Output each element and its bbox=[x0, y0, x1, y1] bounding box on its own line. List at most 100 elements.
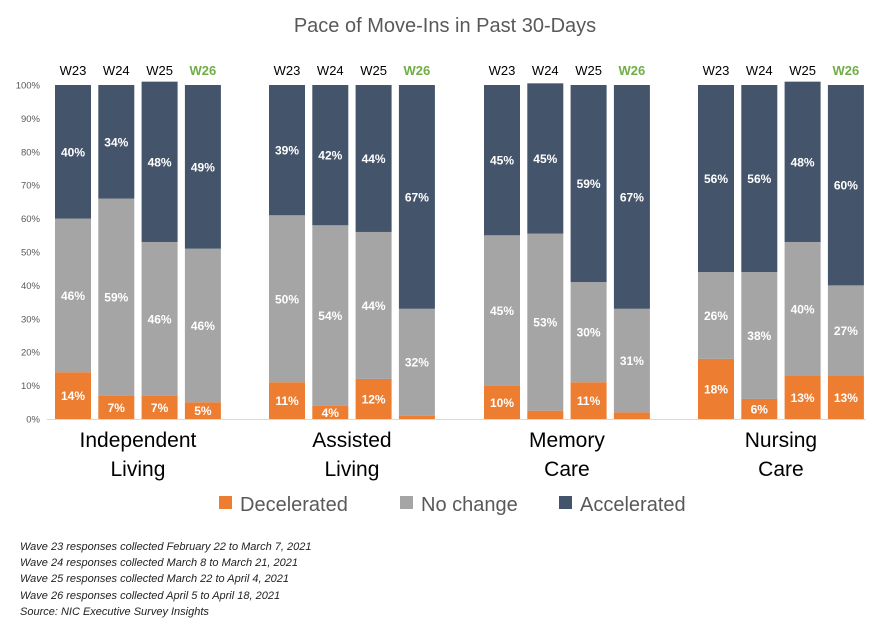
bar-segment-no-change bbox=[184, 248, 221, 403]
wave-label: W26 bbox=[619, 63, 646, 78]
category-label: Care bbox=[758, 458, 804, 481]
bar-segment-no-change bbox=[398, 308, 435, 416]
bar-segment-no-change bbox=[98, 198, 135, 396]
chart-title: Pace of Move-Ins in Past 30-Days bbox=[294, 15, 596, 37]
y-tick-label: 20% bbox=[21, 348, 41, 359]
data-label-decelerated: 7% bbox=[108, 401, 126, 415]
category-label: Care bbox=[544, 458, 590, 481]
bar-segment-decelerated bbox=[398, 415, 435, 419]
wave-label: W25 bbox=[575, 63, 602, 78]
y-tick-label: 50% bbox=[21, 248, 41, 259]
bar-segment-decelerated bbox=[784, 375, 821, 419]
bar-segment-no-change bbox=[784, 241, 821, 376]
y-tick-label: 30% bbox=[21, 314, 41, 325]
bar-segment-accelerated bbox=[398, 85, 435, 309]
data-label-decelerated: 12% bbox=[362, 392, 386, 406]
legend-label: Decelerated bbox=[240, 494, 348, 516]
wave-label: W25 bbox=[789, 63, 816, 78]
bar-segment-accelerated bbox=[827, 85, 864, 286]
bar-segment-decelerated bbox=[741, 398, 778, 419]
bar-segment-accelerated bbox=[55, 85, 91, 219]
legend-label: Accelerated bbox=[580, 494, 686, 516]
data-label-decelerated: 5% bbox=[194, 404, 212, 418]
wave-label: W24 bbox=[103, 63, 130, 78]
y-tick-label: 40% bbox=[21, 281, 41, 292]
bars-area: 14% 46% 40% 7% 59% 34% 7% 46% 48% 5% 46% 49% 11% 50% 3… bbox=[55, 81, 864, 420]
bar-segment-accelerated bbox=[312, 85, 349, 226]
bar-segment-no-change bbox=[827, 285, 864, 376]
bar-segment-no-change bbox=[355, 231, 392, 379]
wave-label: W25 bbox=[146, 63, 173, 78]
data-label-no-change: 27% bbox=[834, 324, 858, 338]
data-label-accelerated: 67% bbox=[405, 190, 429, 204]
bar-segment-accelerated bbox=[527, 83, 564, 234]
data-label-accelerated: 44% bbox=[362, 152, 386, 166]
category-label: Independent bbox=[80, 429, 197, 452]
data-label-decelerated: 10% bbox=[490, 396, 514, 410]
wave-label: W24 bbox=[532, 63, 559, 78]
data-label-no-change: 46% bbox=[148, 312, 172, 326]
data-label-no-change: 26% bbox=[704, 309, 728, 323]
bar-segment-no-change bbox=[484, 235, 520, 386]
footnote-wave-24: Wave 24 responses collected March 8 to M… bbox=[20, 557, 299, 570]
bar-segment-no-change bbox=[312, 225, 349, 406]
y-tick-label: 80% bbox=[21, 147, 41, 158]
data-label-decelerated: 14% bbox=[61, 389, 85, 403]
wave-label: W24 bbox=[317, 63, 344, 78]
wave-labels: W23 W24 W25 W26 W23 W24 W25 W26 W23 W24 W25 W26 W23 W… bbox=[60, 63, 860, 78]
bar-segment-accelerated bbox=[784, 81, 821, 242]
data-label-no-change: 50% bbox=[275, 292, 299, 306]
bar-segment-accelerated bbox=[269, 85, 305, 216]
y-tick-label: 10% bbox=[21, 381, 41, 392]
bar-segment-decelerated bbox=[55, 372, 91, 419]
bar-segment-decelerated bbox=[484, 385, 520, 419]
data-label-no-change: 44% bbox=[362, 299, 386, 313]
category-label: Nursing bbox=[745, 429, 817, 452]
data-label-accelerated: 59% bbox=[577, 177, 601, 191]
wave-label: W26 bbox=[190, 63, 217, 78]
y-tick-label: 0% bbox=[26, 415, 40, 426]
data-label-no-change: 45% bbox=[490, 304, 514, 318]
bar-segment-decelerated bbox=[184, 402, 221, 419]
bar-segment-accelerated bbox=[741, 85, 778, 273]
bar-segment-accelerated bbox=[98, 85, 135, 199]
footnote-wave-25: Wave 25 responses collected March 22 to … bbox=[20, 573, 290, 586]
category-label: Living bbox=[111, 458, 166, 481]
data-label-accelerated: 48% bbox=[148, 155, 172, 169]
wave-label: W23 bbox=[489, 63, 516, 78]
footnote-wave-23: Wave 23 responses collected February 22 … bbox=[20, 541, 312, 553]
data-label-accelerated: 34% bbox=[104, 135, 128, 149]
wave-label: W26 bbox=[833, 63, 860, 78]
bar-segment-decelerated bbox=[355, 378, 392, 419]
legend-swatch bbox=[559, 496, 572, 509]
data-label-no-change: 30% bbox=[577, 326, 601, 340]
data-label-no-change: 31% bbox=[620, 354, 644, 368]
data-label-accelerated: 42% bbox=[318, 149, 342, 163]
data-label-accelerated: 56% bbox=[747, 172, 771, 186]
data-label-decelerated: 6% bbox=[751, 402, 769, 416]
bar-segment-decelerated bbox=[827, 375, 864, 419]
bar-segment-accelerated bbox=[613, 85, 650, 309]
data-label-decelerated: 4% bbox=[322, 406, 340, 420]
wave-label: W24 bbox=[746, 63, 773, 78]
bar-segment-no-change bbox=[527, 233, 564, 411]
legend-swatch bbox=[400, 496, 413, 509]
data-label-accelerated: 60% bbox=[834, 179, 858, 193]
bar-segment-accelerated bbox=[355, 85, 392, 232]
bar-segment-decelerated bbox=[141, 395, 178, 419]
bar-segment-decelerated bbox=[98, 395, 135, 419]
data-label-no-change: 59% bbox=[104, 291, 128, 305]
wave-label: W23 bbox=[274, 63, 301, 78]
data-label-accelerated: 40% bbox=[61, 145, 85, 159]
data-label-accelerated: 45% bbox=[533, 152, 557, 166]
bar-segment-no-change bbox=[141, 241, 178, 396]
data-label-no-change: 32% bbox=[405, 356, 429, 370]
legend: Decelerated No change Accelerated bbox=[219, 494, 686, 516]
data-label-decelerated: 13% bbox=[834, 391, 858, 405]
wave-label: W25 bbox=[360, 63, 387, 78]
data-label-decelerated: 11% bbox=[577, 394, 601, 408]
footnote-wave-26: Wave 26 responses collected April 5 to A… bbox=[20, 589, 281, 602]
bar-segment-decelerated bbox=[312, 405, 349, 419]
y-axis: 0% 10% 20% 30% 40% 50% 60% 70% 80% 90% 100% bbox=[16, 81, 866, 426]
bar-segment-decelerated bbox=[527, 410, 564, 419]
